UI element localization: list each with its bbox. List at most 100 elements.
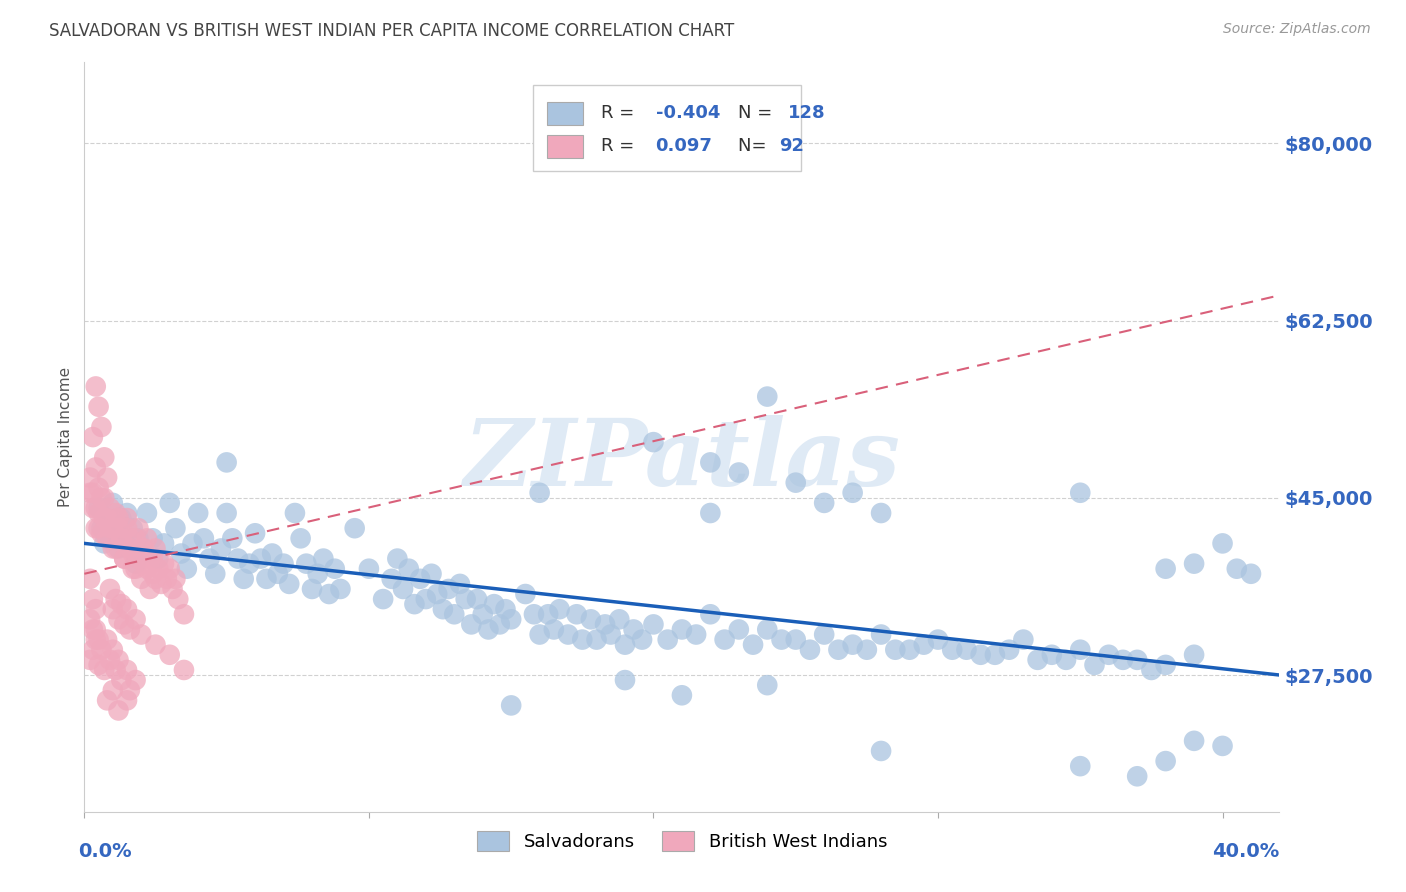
Point (215, 455, 238, 469)
Point (1212, 739, 1234, 753)
Point (159, 648, 181, 662)
Point (96, 632, 118, 647)
Point (107, 703, 129, 717)
Point (799, 642, 821, 657)
Text: R =: R = (600, 104, 640, 122)
Point (426, 587, 449, 601)
Point (96, 511, 118, 525)
Point (101, 683, 124, 698)
Point (129, 627, 152, 641)
Point (142, 566, 165, 581)
Point (488, 617, 510, 632)
Point (614, 673, 637, 687)
Point (415, 592, 437, 607)
Text: 0.0%: 0.0% (79, 842, 132, 861)
Point (82, 430, 104, 444)
Point (1154, 657, 1177, 672)
Point (121, 547, 143, 561)
Point (136, 532, 159, 546)
Point (262, 547, 284, 561)
Point (121, 521, 143, 535)
Point (104, 516, 127, 530)
Point (623, 623, 645, 637)
Point (870, 627, 893, 641)
Point (404, 597, 426, 611)
Point (118, 623, 141, 637)
Point (685, 627, 707, 641)
Point (841, 485, 863, 500)
Point (84, 460, 107, 475)
Point (84, 623, 107, 637)
Point (671, 688, 693, 702)
Point (148, 551, 170, 566)
Point (107, 521, 129, 535)
Text: 40.0%: 40.0% (1212, 842, 1279, 861)
Point (107, 653, 129, 667)
Point (515, 587, 537, 601)
Point (756, 623, 779, 637)
Text: -0.404: -0.404 (655, 104, 720, 122)
Point (278, 577, 301, 591)
Point (121, 562, 143, 576)
Point (93, 450, 115, 465)
Point (477, 623, 499, 637)
Point (115, 663, 138, 677)
Point (87, 657, 110, 672)
Point (115, 511, 138, 525)
Point (87, 400, 110, 414)
Point (98, 521, 121, 535)
Point (187, 506, 209, 520)
Point (523, 607, 546, 622)
Point (471, 607, 494, 622)
Point (127, 551, 149, 566)
Point (136, 562, 159, 576)
Point (101, 541, 124, 556)
Point (84, 632, 107, 647)
Point (82, 623, 104, 637)
Point (79, 470, 101, 484)
Point (357, 562, 380, 576)
Point (548, 602, 571, 616)
Point (409, 572, 432, 586)
Point (96, 511, 118, 525)
Point (110, 597, 132, 611)
Point (884, 642, 907, 657)
Point (136, 506, 159, 520)
Point (165, 521, 187, 535)
Point (941, 642, 963, 657)
Point (232, 572, 254, 586)
Point (79, 612, 101, 626)
Point (827, 642, 849, 657)
Point (98, 653, 121, 667)
Text: N =: N = (738, 104, 778, 122)
Point (432, 602, 454, 616)
Point (557, 627, 579, 641)
Point (84, 379, 107, 393)
Point (90, 526, 112, 541)
Point (90, 642, 112, 657)
Point (290, 532, 312, 546)
Point (87, 481, 110, 495)
Point (132, 557, 156, 571)
Point (443, 607, 465, 622)
Point (323, 562, 346, 576)
Point (129, 572, 152, 586)
Point (927, 632, 949, 647)
Point (110, 532, 132, 546)
Point (307, 566, 329, 581)
Point (104, 663, 127, 677)
Point (204, 566, 226, 581)
Point (1083, 657, 1105, 672)
Point (1182, 648, 1205, 662)
Point (96, 532, 118, 546)
Point (571, 632, 593, 647)
Point (1240, 566, 1263, 581)
Point (460, 617, 482, 632)
Point (1054, 653, 1077, 667)
Point (79, 653, 101, 667)
Point (870, 744, 893, 758)
Point (129, 541, 152, 556)
Point (585, 632, 607, 647)
Point (153, 557, 176, 571)
Point (1212, 536, 1234, 550)
